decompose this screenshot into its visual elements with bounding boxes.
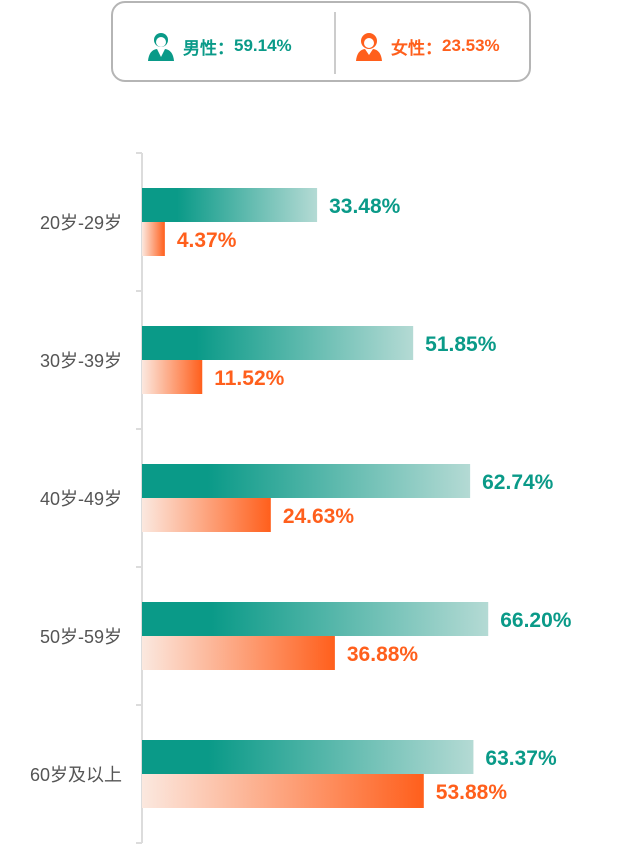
male-value-label: 33.48% — [329, 195, 401, 218]
male-value-label: 51.85% — [425, 333, 497, 356]
legend-male: 男性： 59.14% — [147, 31, 292, 61]
female-bar — [142, 222, 165, 256]
legend-male-value: 59.14% — [234, 36, 292, 55]
female-value-label: 53.88% — [436, 781, 508, 804]
male-bar — [142, 188, 318, 222]
female-user-icon — [356, 33, 382, 61]
female-bar — [142, 636, 335, 670]
male-value-label: 63.37% — [485, 747, 557, 770]
category-label: 40岁-49岁 — [40, 489, 122, 509]
legend-divider — [334, 12, 336, 74]
female-bar — [142, 360, 203, 394]
legend-female-value: 23.53% — [442, 36, 500, 55]
male-bar — [142, 740, 474, 774]
male-value-label: 66.20% — [500, 609, 572, 632]
male-value-label: 62.74% — [482, 471, 554, 494]
male-bar — [142, 464, 471, 498]
category-label: 60岁及以上 — [30, 765, 122, 785]
legend-male-label: 男性： — [183, 38, 234, 58]
female-value-label: 36.88% — [347, 643, 419, 666]
female-value-label: 24.63% — [283, 505, 355, 528]
male-bar — [142, 326, 414, 360]
female-bar — [142, 774, 424, 808]
male-bar — [142, 602, 489, 636]
category-label: 30岁-39岁 — [40, 351, 122, 371]
male-user-icon — [148, 33, 174, 61]
legend: 男性： 59.14% 女性： 23.53% — [111, 1, 531, 82]
legend-female-label: 女性： — [391, 38, 442, 58]
female-bar — [142, 498, 271, 532]
legend-female: 女性： 23.53% — [355, 31, 500, 61]
category-label: 20岁-29岁 — [40, 213, 122, 233]
female-value-label: 11.52% — [214, 367, 284, 390]
female-value-label: 4.37% — [177, 229, 237, 252]
category-label: 50岁-59岁 — [40, 627, 122, 647]
